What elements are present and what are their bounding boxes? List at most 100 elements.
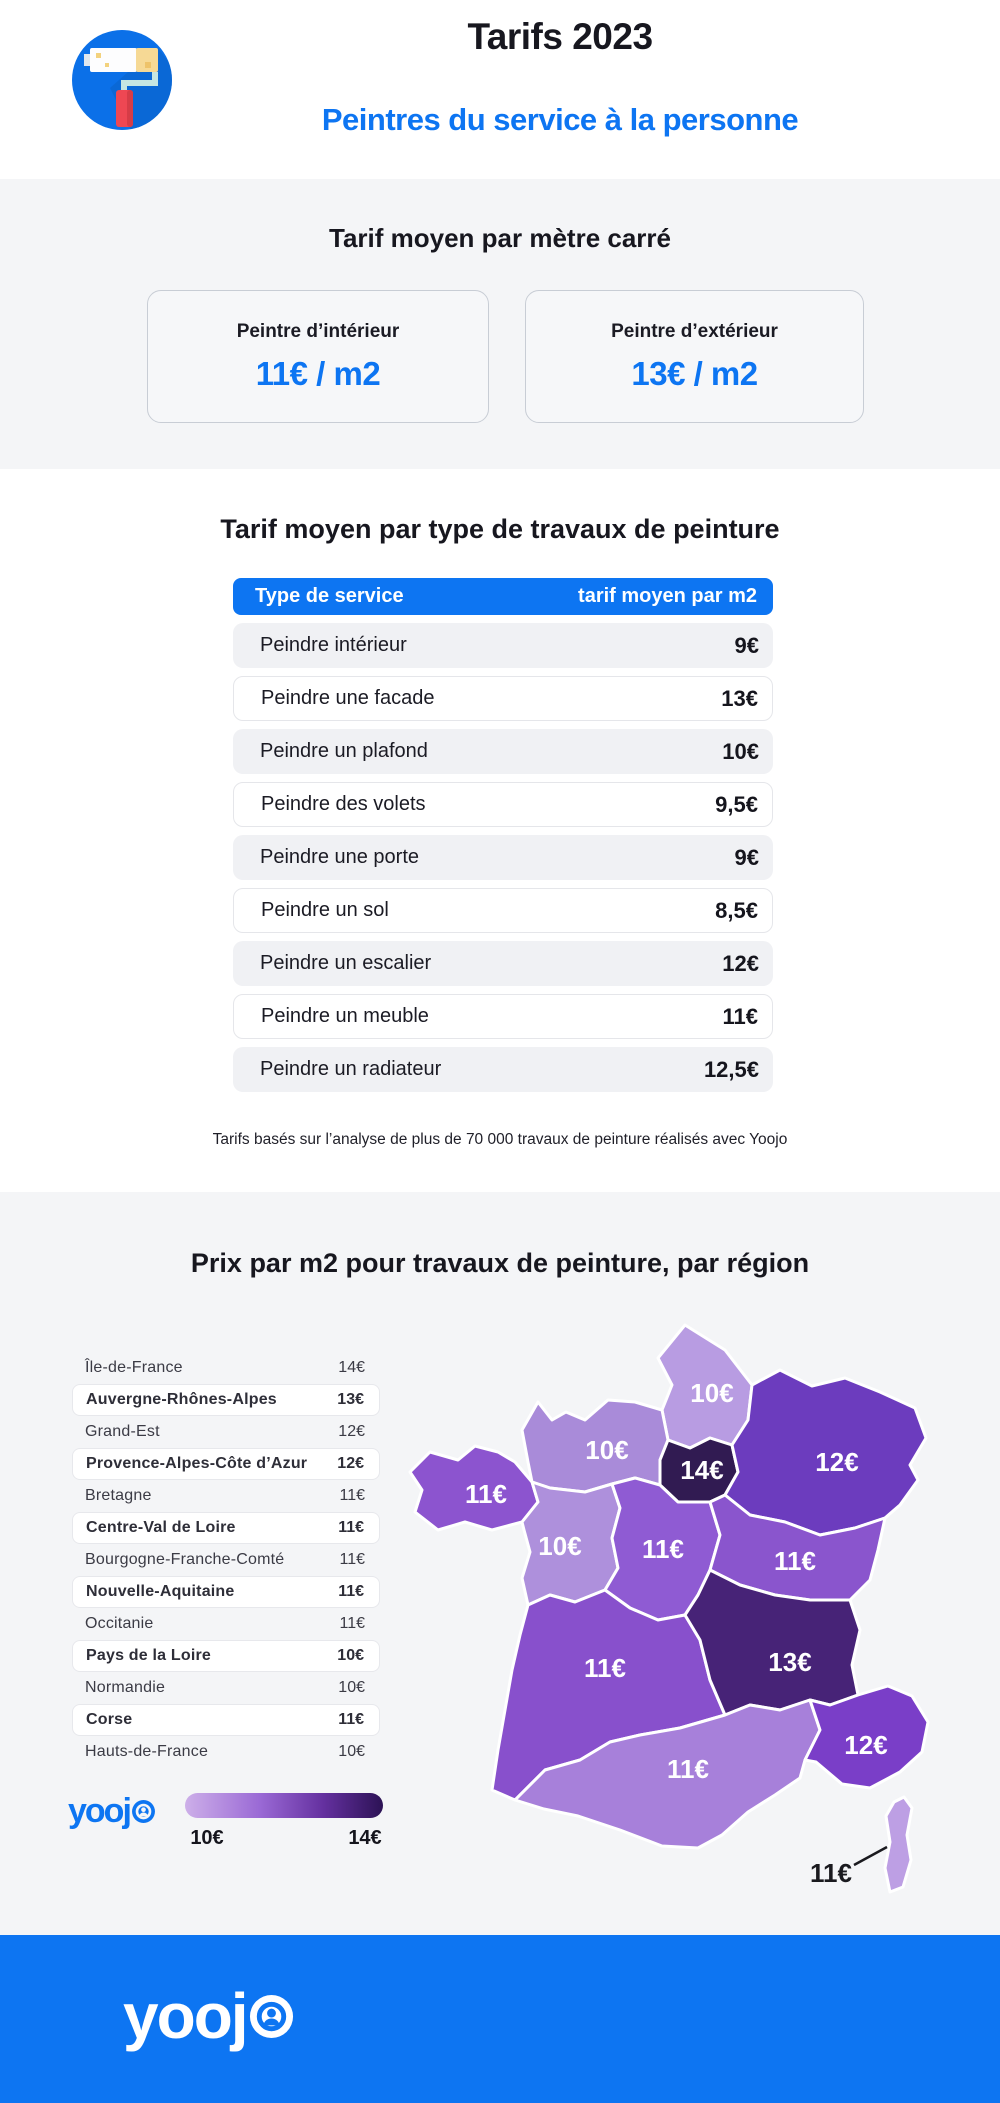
- region-name: Pays de la Loire: [86, 1647, 212, 1664]
- brand-text: yooj: [123, 1980, 249, 2052]
- header-titles: Tarifs 2023 Peintres du service à la per…: [120, 0, 1000, 138]
- region-name: Normandie: [85, 1679, 166, 1696]
- map-region-paca: [803, 1684, 930, 1790]
- card-interior-painter: Peintre d’intérieur 11€ / m2: [147, 290, 489, 423]
- region-name: Grand-Est: [85, 1423, 160, 1440]
- region-name: Corse: [86, 1711, 133, 1728]
- card-price: 13€ / m2: [631, 354, 758, 392]
- table-header-row: Type de service tarif moyen par m2: [233, 578, 773, 615]
- map-price-label-occitanie: 11€: [667, 1754, 709, 1784]
- region-price: 11€: [338, 1519, 364, 1536]
- region-name: Hauts-de-France: [85, 1743, 209, 1760]
- service-price: 13€: [721, 685, 758, 711]
- table-row: Peindre un plafond 10€: [233, 729, 773, 774]
- service-label: Peindre un meuble: [261, 1005, 429, 1027]
- region-list-item: Île-de-France 14€: [72, 1352, 380, 1384]
- yoojo-logo-legend: yooj: [68, 1792, 156, 1831]
- section-heading-table: Tarif moyen par type de travaux de peint…: [220, 514, 780, 544]
- brand-text: yooj: [68, 1792, 132, 1830]
- region-list-item: Auvergne-Rhônes-Alpes 13€: [72, 1384, 380, 1416]
- region-list-item: Normandie 10€: [72, 1672, 380, 1704]
- map-region-corse: [883, 1795, 914, 1894]
- region-price: 10€: [338, 1743, 365, 1760]
- table-row: Peindre une porte 9€: [233, 835, 773, 880]
- region-list-item: Grand-Est 12€: [72, 1416, 380, 1448]
- region-name: Auvergne-Rhônes-Alpes: [86, 1391, 277, 1408]
- region-price: 11€: [339, 1551, 365, 1568]
- card-exterior-painter: Peintre d’extérieur 13€ / m2: [525, 290, 864, 423]
- region-list-item: Bourgogne-Franche-Comté 11€: [72, 1544, 380, 1576]
- section-average-price: Tarif moyen par mètre carré Peintre d’in…: [0, 179, 1000, 469]
- region-price: 14€: [338, 1359, 365, 1376]
- header: Tarifs 2023 Peintres du service à la per…: [0, 0, 1000, 179]
- brand-o-mark-icon: [131, 1800, 155, 1823]
- region-price: 13€: [337, 1391, 364, 1408]
- service-label: Peindre intérieur: [260, 634, 407, 656]
- region-price: 12€: [338, 1423, 365, 1440]
- service-label: Peindre un radiateur: [260, 1058, 442, 1080]
- color-scale-gradient: [185, 1793, 383, 1818]
- brand-o-mark-icon: [249, 1994, 293, 2038]
- service-price: 9€: [734, 844, 759, 870]
- yoojo-logo-footer: yooj: [123, 1979, 295, 2053]
- table-row: Peindre intérieur 9€: [233, 623, 773, 668]
- card-label: Peintre d’extérieur: [611, 320, 778, 342]
- section-service-table: Tarif moyen par type de travaux de peint…: [0, 469, 1000, 1192]
- table-footnote: Tarifs basés sur l’analyse de plus de 70…: [212, 1131, 788, 1148]
- service-price: 11€: [722, 1003, 759, 1029]
- legend-min-label: 10€: [190, 1827, 224, 1849]
- table-row: Peindre un escalier 12€: [233, 941, 773, 986]
- section-heading-map: Prix par m2 pour travaux de peinture, pa…: [190, 1248, 810, 1278]
- service-price: 9€: [734, 632, 759, 658]
- service-label: Peindre un escalier: [260, 952, 432, 974]
- price-table: Type de service tarif moyen par m2 Peind…: [233, 578, 773, 1092]
- region-name: Provence-Alpes-Côte d’Azur: [86, 1455, 308, 1472]
- region-list-item: Hauts-de-France 10€: [72, 1736, 380, 1768]
- section-heading-m2: Tarif moyen par mètre carré: [329, 223, 671, 253]
- service-price: 12,5€: [703, 1056, 759, 1082]
- region-name: Occitanie: [85, 1615, 154, 1632]
- region-name: Nouvelle-Aquitaine: [86, 1583, 235, 1600]
- column-header-price: tarif moyen par m2: [578, 585, 757, 607]
- service-label: Peindre une porte: [260, 846, 420, 868]
- table-row: Peindre un sol 8,5€: [233, 888, 773, 933]
- france-choropleth-map: 10€ 10€ 14€ 12€ 11€ 10€ 11€ 11€ 11€ 13€ 11€ 12€ 11€: [408, 1323, 930, 1894]
- service-label: Peindre un sol: [261, 899, 389, 921]
- region-price-list: Île-de-France 14€ Auvergne-Rhônes-Alpes 13€…: [72, 1352, 380, 1768]
- service-price: 8,5€: [715, 897, 758, 923]
- service-label: Peindre un plafond: [260, 740, 428, 762]
- region-price: 10€: [337, 1647, 364, 1664]
- map-price-label-corse: 11€: [810, 1858, 852, 1888]
- table-row: Peindre un meuble 11€: [233, 994, 773, 1039]
- region-price: 11€: [338, 1711, 364, 1728]
- map-price-label-hauts-de-france: 10€: [690, 1378, 733, 1408]
- card-price: 11€ / m2: [255, 354, 381, 392]
- map-price-label-bourgogne-franche-comte: 11€: [774, 1546, 816, 1576]
- map-price-label-bretagne: 11€: [465, 1479, 507, 1509]
- map-price-label-grand-est: 12€: [815, 1447, 858, 1477]
- service-label: Peindre des volets: [261, 793, 426, 815]
- table-body: Peindre intérieur 9€ Peindre une facade 13€…: [233, 623, 773, 1092]
- map-price-label-nouvelle-aquitaine: 11€: [584, 1653, 626, 1683]
- region-price: 10€: [338, 1679, 365, 1696]
- paint-roller-logo-icon: [70, 28, 174, 132]
- legend-max-label: 14€: [348, 1827, 382, 1849]
- region-list-item: Centre-Val de Loire 11€: [72, 1512, 380, 1544]
- map-price-label-pays-de-la-loire: 10€: [538, 1531, 581, 1561]
- service-price: 9,5€: [715, 791, 758, 817]
- map-price-label-paca: 12€: [844, 1730, 887, 1760]
- map-price-label-ile-de-france: 14€: [680, 1455, 723, 1485]
- map-price-label-auvergne-rhone-alpes: 13€: [768, 1647, 811, 1677]
- region-name: Bourgogne-Franche-Comté: [85, 1551, 285, 1568]
- map-price-label-normandie: 10€: [585, 1435, 628, 1465]
- service-price: 12€: [722, 950, 759, 976]
- region-list-item: Provence-Alpes-Côte d’Azur 12€: [72, 1448, 380, 1480]
- map-price-label-centre-val-de-loire: 11€: [642, 1534, 684, 1564]
- table-row: Peindre une facade 13€: [233, 676, 773, 721]
- card-label: Peintre d’intérieur: [236, 320, 400, 342]
- region-price: 12€: [337, 1455, 364, 1472]
- region-list-item: Corse 11€: [72, 1704, 380, 1736]
- table-row: Peindre un radiateur 12,5€: [233, 1047, 773, 1092]
- region-price: 11€: [339, 1615, 365, 1632]
- region-list-item: Bretagne 11€: [72, 1480, 380, 1512]
